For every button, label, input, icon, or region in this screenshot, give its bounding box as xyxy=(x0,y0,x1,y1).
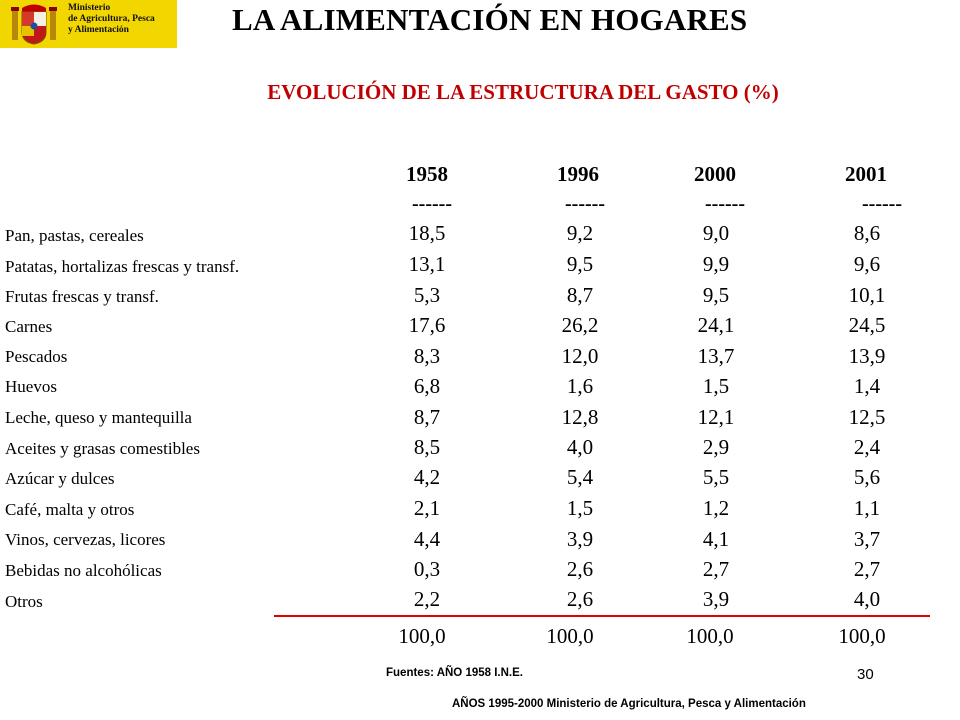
cell-2000: 3,9 xyxy=(702,587,730,611)
total-1958: 100,0 xyxy=(398,624,446,648)
ministry-name-line3: y Alimentación xyxy=(68,25,129,35)
cell-2000: 9,5 xyxy=(702,283,730,307)
cell-1958: 18,5 xyxy=(408,221,446,245)
cell-2000: 2,9 xyxy=(702,435,730,459)
cell-2000: 9,9 xyxy=(702,252,730,276)
cell-1996: 8,7 xyxy=(566,283,594,307)
cell-1996: 9,2 xyxy=(566,221,594,245)
coat-of-arms-icon xyxy=(11,4,57,45)
row-label: Vinos, cervezas, licores xyxy=(5,530,166,549)
row-label: Azúcar y dulces xyxy=(5,469,115,488)
row-label: Café, malta y otros xyxy=(5,500,135,519)
cell-2001: 2,4 xyxy=(853,435,881,459)
cell-2000: 12,1 xyxy=(697,405,735,429)
cell-1996: 26,2 xyxy=(561,313,599,337)
total-2001: 100,0 xyxy=(838,624,886,648)
cell-2001: 24,5 xyxy=(848,313,886,337)
ministry-name-line1: Ministerio xyxy=(68,3,111,13)
cell-1958: 4,4 xyxy=(413,527,441,551)
cell-2001: 3,7 xyxy=(853,527,881,551)
cell-2001: 9,6 xyxy=(853,252,881,276)
ministry-logo: Ministerio de Agricultura, Pesca y Alime… xyxy=(0,0,177,48)
cell-1958: 8,5 xyxy=(413,435,441,459)
cell-1958: 8,3 xyxy=(413,344,441,368)
cell-1996: 4,0 xyxy=(566,435,594,459)
cell-1958: 4,2 xyxy=(413,465,441,489)
cell-1996: 2,6 xyxy=(566,557,594,581)
cell-1958: 6,8 xyxy=(413,374,441,398)
year-header-2001: 2001 xyxy=(845,162,887,186)
cell-2001: 1,1 xyxy=(853,496,881,520)
header-separator: ------ xyxy=(862,193,902,215)
header-separator: ------ xyxy=(565,193,605,215)
page-subtitle: EVOLUCIÓN DE LA ESTRUCTURA DEL GASTO (%) xyxy=(267,80,779,104)
cell-2000: 13,7 xyxy=(697,344,735,368)
ministry-name-line2: de Agricultura, Pesca xyxy=(68,14,155,24)
cell-1996: 2,6 xyxy=(566,587,594,611)
total-rule xyxy=(274,615,930,617)
cell-1958: 2,2 xyxy=(413,587,441,611)
cell-2001: 2,7 xyxy=(853,557,881,581)
row-label: Carnes xyxy=(5,317,53,336)
cell-1958: 5,3 xyxy=(413,283,441,307)
cell-1958: 2,1 xyxy=(413,496,441,520)
year-header-1996: 1996 xyxy=(557,162,599,186)
cell-2001: 4,0 xyxy=(853,587,881,611)
row-label: Pan, pastas, cereales xyxy=(5,226,144,245)
row-label: Aceites y grasas comestibles xyxy=(5,439,200,458)
source-note-2: AÑOS 1995-2000 Ministerio de Agricultura… xyxy=(452,698,806,710)
cell-2000: 1,5 xyxy=(702,374,730,398)
total-1996: 100,0 xyxy=(546,624,594,648)
header-separator: ------ xyxy=(705,193,745,215)
row-label: Bebidas no alcohólicas xyxy=(5,561,162,580)
page-title: LA ALIMENTACIÓN EN HOGARES xyxy=(232,2,748,37)
year-header-2000: 2000 xyxy=(694,162,736,186)
cell-1958: 13,1 xyxy=(408,252,446,276)
cell-2000: 5,5 xyxy=(702,465,730,489)
cell-1996: 12,8 xyxy=(561,405,599,429)
row-label: Patatas, hortalizas frescas y transf. xyxy=(5,257,240,276)
cell-2000: 9,0 xyxy=(702,221,730,245)
cell-1996: 12,0 xyxy=(561,344,599,368)
cell-1996: 9,5 xyxy=(566,252,594,276)
row-label: Pescados xyxy=(5,347,68,366)
cell-1996: 5,4 xyxy=(566,465,594,489)
header-separator: ------ xyxy=(412,193,452,215)
row-label: Otros xyxy=(5,592,43,611)
cell-1958: 17,6 xyxy=(408,313,446,337)
cell-2001: 13,9 xyxy=(848,344,886,368)
cell-1996: 3,9 xyxy=(566,527,594,551)
cell-1996: 1,5 xyxy=(566,496,594,520)
cell-2000: 24,1 xyxy=(697,313,735,337)
cell-2001: 8,6 xyxy=(853,221,881,245)
source-note-1: Fuentes: AÑO 1958 I.N.E. xyxy=(386,667,523,679)
cell-1996: 1,6 xyxy=(566,374,594,398)
cell-2001: 10,1 xyxy=(848,283,886,307)
cell-2000: 2,7 xyxy=(702,557,730,581)
cell-2001: 12,5 xyxy=(848,405,886,429)
ministry-name: Ministerio de Agricultura, Pesca y Alime… xyxy=(68,3,155,36)
cell-2000: 1,2 xyxy=(702,496,730,520)
cell-1958: 8,7 xyxy=(413,405,441,429)
row-label: Huevos xyxy=(5,377,57,396)
total-2000: 100,0 xyxy=(686,624,734,648)
page-number: 30 xyxy=(857,666,874,683)
year-header-1958: 1958 xyxy=(406,162,448,186)
cell-2001: 1,4 xyxy=(853,374,881,398)
row-label: Leche, queso y mantequilla xyxy=(5,408,192,427)
cell-2001: 5,6 xyxy=(853,465,881,489)
cell-2000: 4,1 xyxy=(702,527,730,551)
row-label: Frutas frescas y transf. xyxy=(5,287,159,306)
cell-1958: 0,3 xyxy=(413,557,441,581)
